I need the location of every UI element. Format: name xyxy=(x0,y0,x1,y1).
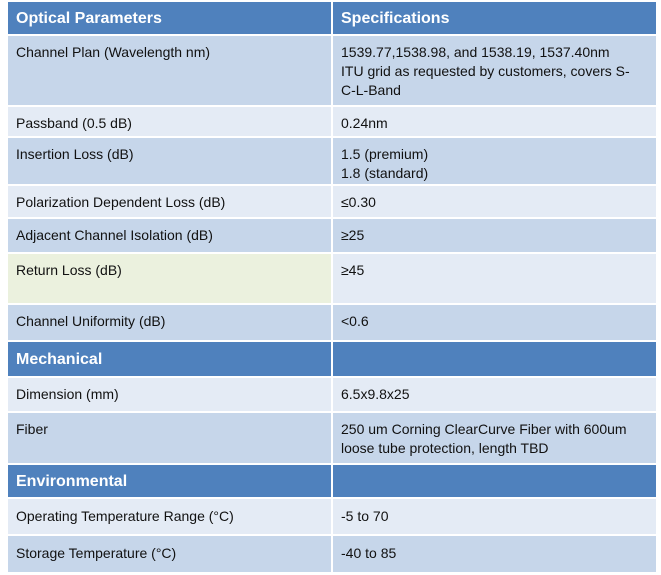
specification: 1.5 (premium) 1.8 (standard) xyxy=(331,136,658,186)
parameter: Return Loss (dB) xyxy=(6,252,333,305)
parameter: Operating Temperature Range (°C) xyxy=(6,497,333,536)
spec-row: Polarization Dependent Loss (dB) ≤0.30 xyxy=(6,184,658,219)
column-header xyxy=(331,340,658,378)
spec-row: Operating Temperature Range (°C) -5 to 70 xyxy=(6,497,658,536)
spec-row: Dimension (mm) 6.5x9.8x25 xyxy=(6,376,658,413)
spec-row: Fiber 250 um Corning ClearCurve Fiber wit… xyxy=(6,411,658,465)
column-header xyxy=(331,463,658,499)
specification: <0.6 xyxy=(331,303,658,342)
spec-row: Adjacent Channel Isolation (dB) ≥25 xyxy=(6,217,658,254)
parameter: Insertion Loss (dB) xyxy=(6,136,333,186)
parameter: Storage Temperature (°C) xyxy=(6,534,333,574)
spec-table: Optical Parameters Specifications Channel … xyxy=(6,0,658,574)
specification: ≥45 xyxy=(331,252,658,305)
spec-row: Channel Plan (Wavelength nm) 1539.77,1538… xyxy=(6,34,658,107)
spec-row: Insertion Loss (dB) 1.5 (premium) 1.8 (st… xyxy=(6,136,658,186)
spec-row: Return Loss (dB) ≥45 xyxy=(6,252,658,305)
column-header: Specifications xyxy=(331,0,658,36)
specification: 6.5x9.8x25 xyxy=(331,376,658,413)
specification: -5 to 70 xyxy=(331,497,658,536)
parameter: Dimension (mm) xyxy=(6,376,333,413)
spec-row: Storage Temperature (°C) -40 to 85 xyxy=(6,534,658,574)
parameter: Fiber xyxy=(6,411,333,465)
specification: 250 um Corning ClearCurve Fiber with 600… xyxy=(331,411,658,465)
parameter: Adjacent Channel Isolation (dB) xyxy=(6,217,333,254)
specification: ≥25 xyxy=(331,217,658,254)
spec-row: Passband (0.5 dB) 0.24nm xyxy=(6,105,658,138)
specification: 1539.77,1538.98, and 1538.19, 1537.40nm … xyxy=(331,34,658,107)
section-header: Environmental xyxy=(6,463,658,499)
section-title: Environmental xyxy=(6,463,333,499)
specification: ≤0.30 xyxy=(331,184,658,219)
spec-row: Channel Uniformity (dB) <0.6 xyxy=(6,303,658,342)
section-title: Optical Parameters xyxy=(6,0,333,36)
section-header: Mechanical xyxy=(6,340,658,378)
section-header: Optical Parameters Specifications xyxy=(6,0,658,36)
specification: -40 to 85 xyxy=(331,534,658,574)
parameter: Passband (0.5 dB) xyxy=(6,105,333,138)
parameter: Polarization Dependent Loss (dB) xyxy=(6,184,333,219)
specification: 0.24nm xyxy=(331,105,658,138)
parameter: Channel Uniformity (dB) xyxy=(6,303,333,342)
parameter: Channel Plan (Wavelength nm) xyxy=(6,34,333,107)
section-title: Mechanical xyxy=(6,340,333,378)
